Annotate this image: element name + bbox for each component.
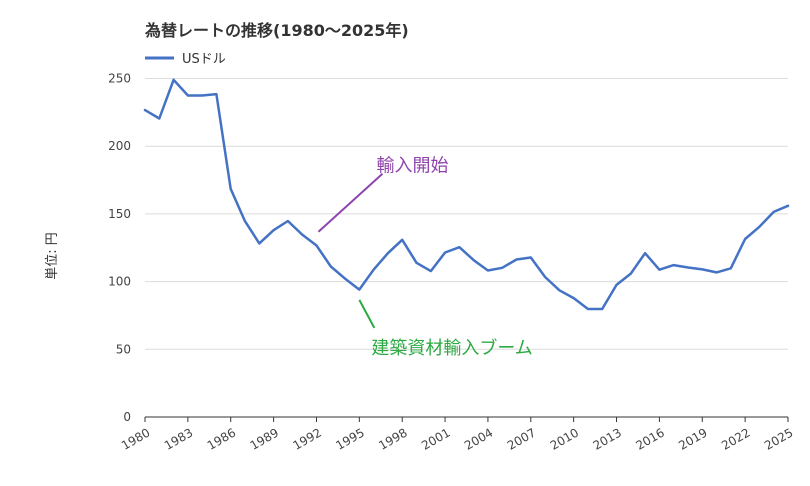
annotation-arrow-import-start — [317, 172, 384, 233]
series-line-usd — [143, 78, 790, 311]
x-tick-label: 1980 — [119, 425, 152, 452]
x-tick-label: 2025 — [762, 425, 795, 452]
annotation-label-import-start: 輸入開始 — [376, 156, 448, 177]
x-tick-label: 1992 — [291, 425, 324, 452]
x-tick-labels: 1980 1983 1986 1989 1992 1995 1998 2001 2004 2007… — [119, 417, 796, 453]
y-tick-label: 0 — [123, 410, 131, 424]
annotation-arrow-building-boom — [358, 299, 376, 329]
x-tick-label: 1983 — [162, 425, 195, 452]
x-tick-label: 1998 — [376, 425, 409, 452]
series-layer — [143, 78, 790, 311]
chart-title: 為替レートの推移(1980～2025年) — [145, 21, 409, 40]
x-tick-label: 2001 — [419, 425, 452, 452]
y-axis-label: 単位: 円 — [44, 232, 60, 280]
y-tick-labels: 0 50 100 150 200 250 — [108, 72, 131, 424]
x-tick-label: 2016 — [633, 425, 666, 452]
x-tick-label: 2007 — [505, 425, 538, 452]
legend-label: USドル — [182, 52, 226, 67]
x-tick-label: 1986 — [205, 425, 238, 452]
y-tick-label: 150 — [108, 207, 131, 221]
gridlines — [145, 78, 788, 350]
x-tick-label: 1989 — [248, 425, 281, 452]
x-tick-label: 2013 — [591, 425, 624, 452]
annotation-label-building-boom: 建築資材輸入ブーム — [371, 337, 532, 359]
legend[interactable]: USドル — [145, 52, 226, 67]
x-tick-label: 2010 — [548, 425, 581, 452]
y-tick-label: 200 — [108, 139, 131, 153]
x-tick-label: 2022 — [719, 425, 752, 452]
y-tick-label: 250 — [108, 72, 131, 86]
x-tick-label: 2019 — [676, 425, 709, 452]
y-tick-label: 100 — [108, 275, 131, 289]
x-tick-label: 1995 — [333, 425, 366, 452]
y-tick-label: 50 — [116, 342, 131, 356]
x-tick-label: 2004 — [462, 425, 495, 452]
